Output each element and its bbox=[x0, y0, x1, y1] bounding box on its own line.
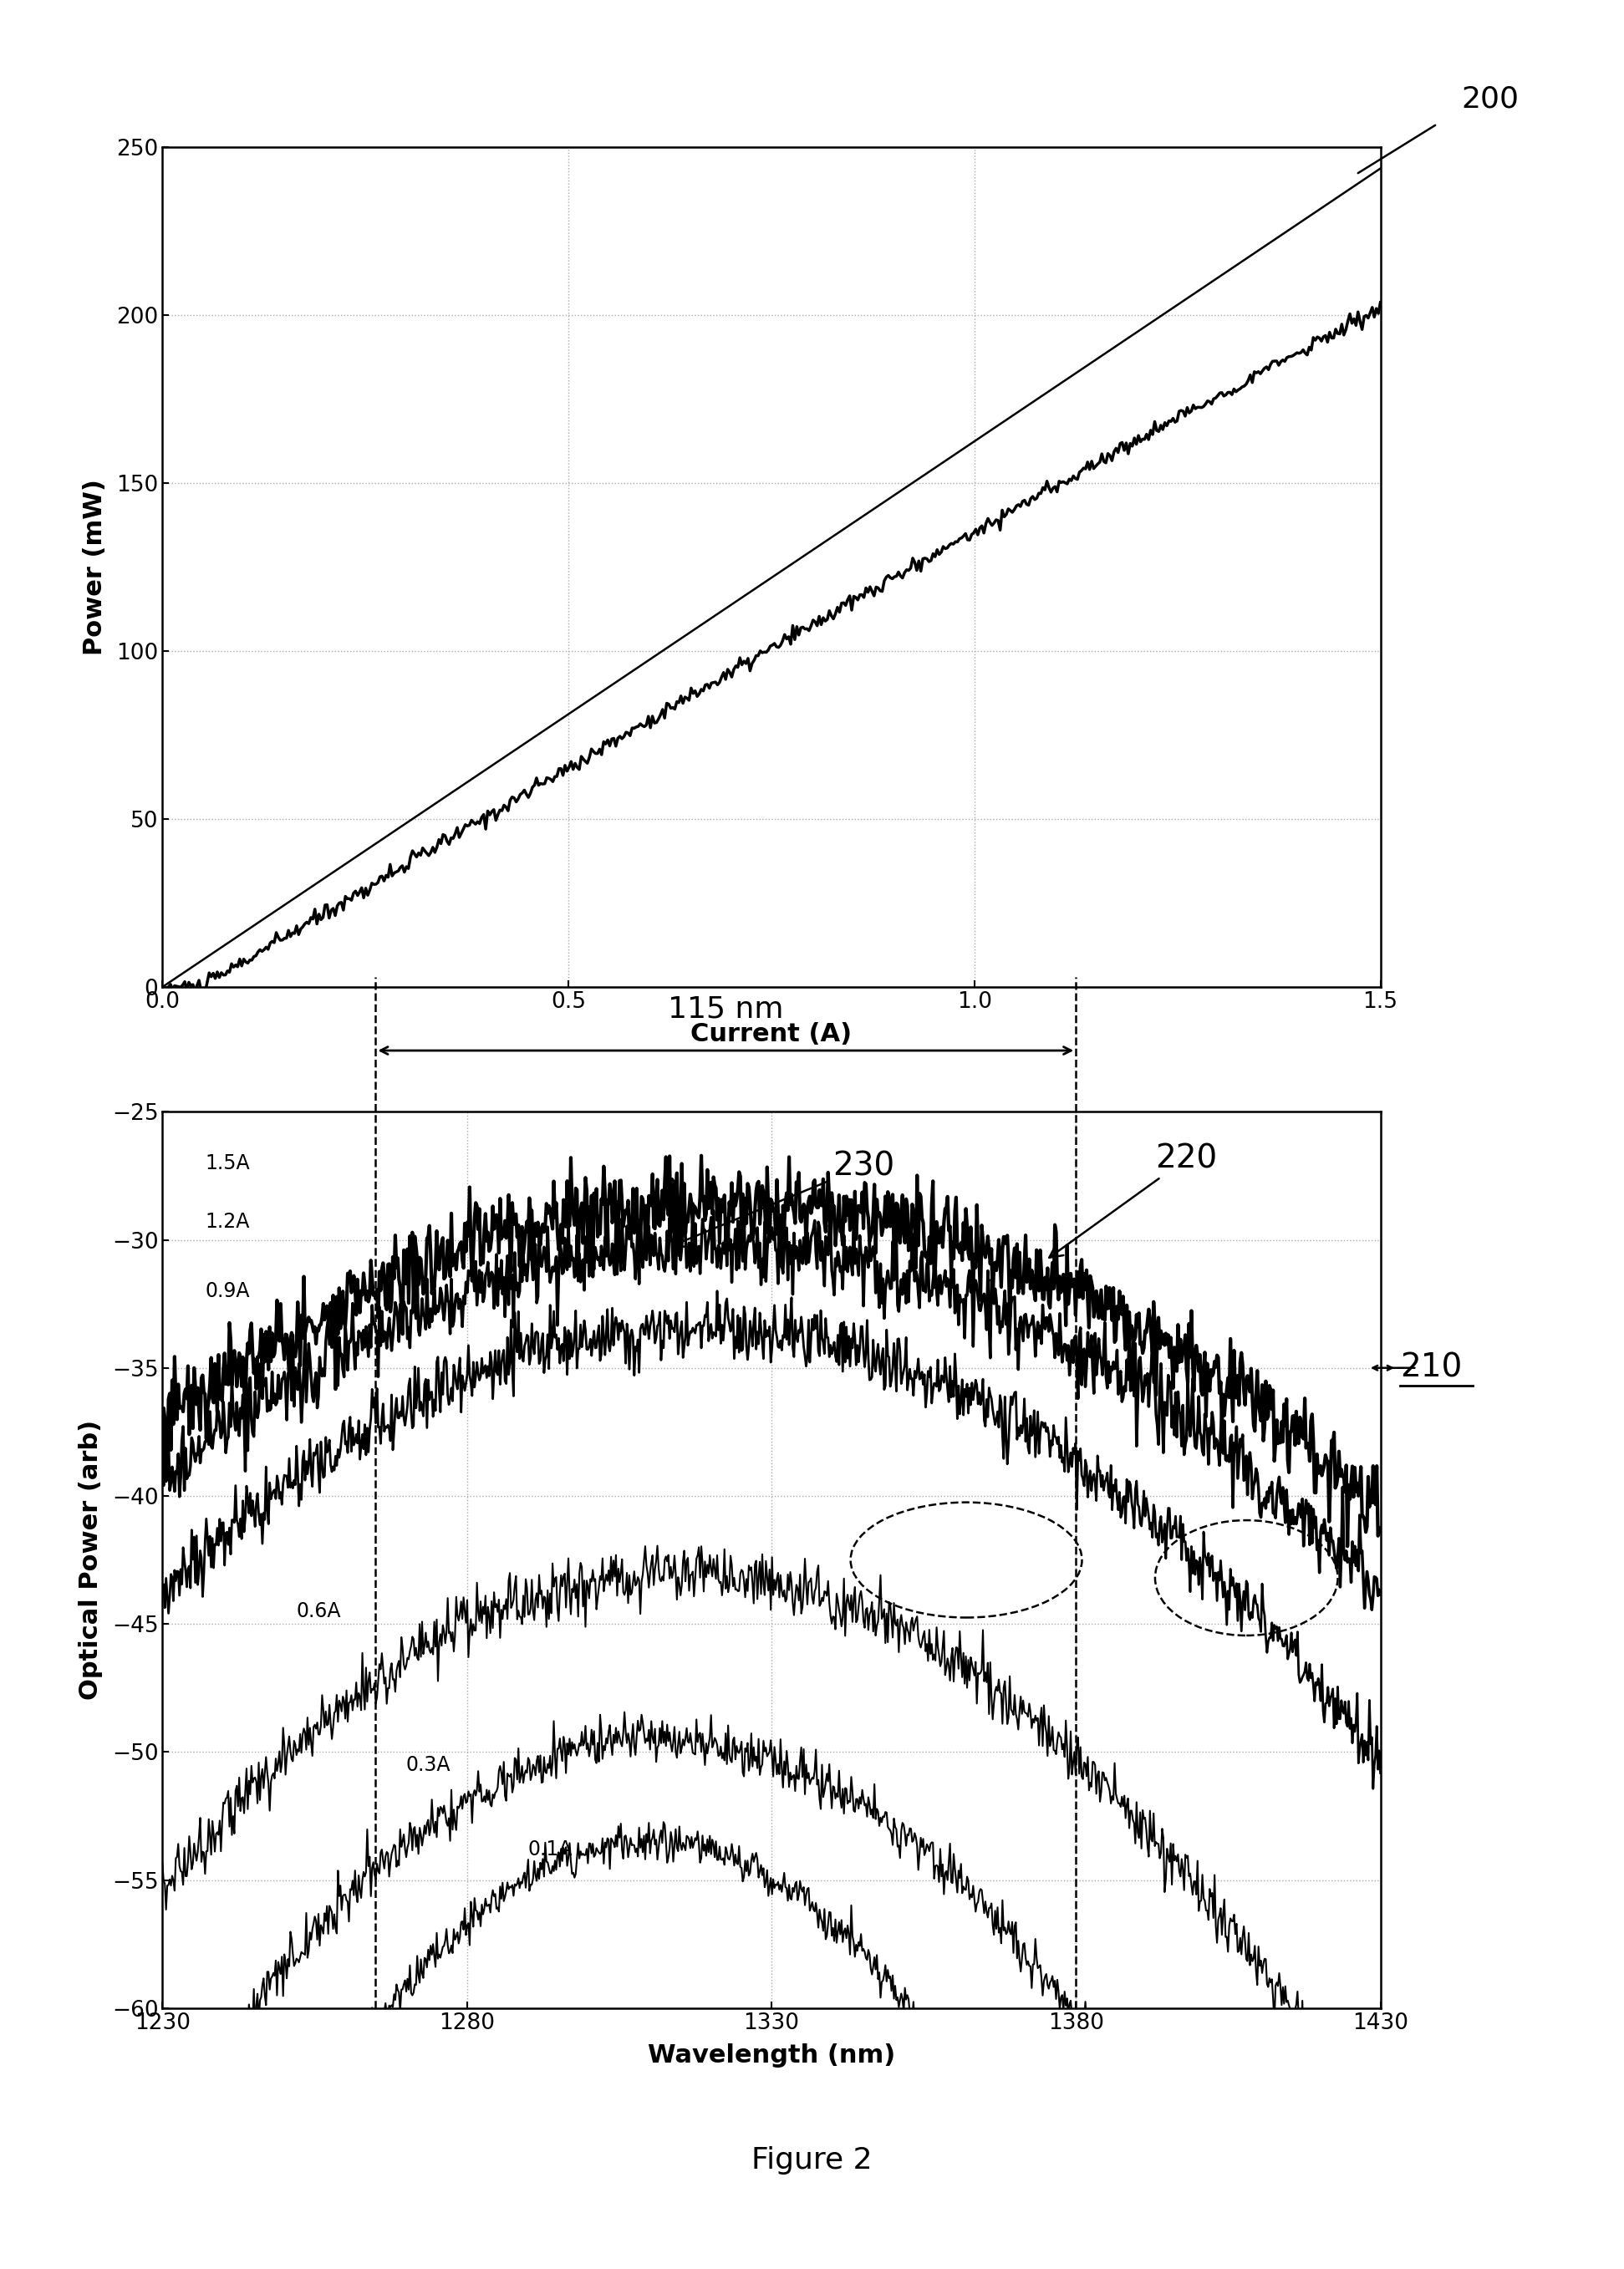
Text: 0.6A: 0.6A bbox=[296, 1602, 341, 1620]
Text: 115 nm: 115 nm bbox=[667, 994, 784, 1023]
Text: 210: 210 bbox=[1400, 1352, 1462, 1384]
Text: 0.3A: 0.3A bbox=[406, 1754, 451, 1774]
X-axis label: Wavelength (nm): Wavelength (nm) bbox=[648, 2042, 895, 2067]
Text: 230: 230 bbox=[672, 1150, 895, 1246]
Text: 220: 220 bbox=[1049, 1144, 1216, 1257]
Text: 0.9A: 0.9A bbox=[205, 1282, 250, 1300]
X-axis label: Current (A): Current (A) bbox=[690, 1021, 853, 1046]
Text: Figure 2: Figure 2 bbox=[752, 2146, 872, 2174]
Text: 1.5A: 1.5A bbox=[205, 1153, 250, 1173]
Text: 0.1A: 0.1A bbox=[528, 1840, 572, 1858]
Y-axis label: Optical Power (arb): Optical Power (arb) bbox=[78, 1420, 102, 1699]
Text: 200: 200 bbox=[1462, 84, 1520, 113]
Y-axis label: Power (mW): Power (mW) bbox=[83, 479, 107, 656]
Text: 1.2A: 1.2A bbox=[205, 1212, 250, 1232]
